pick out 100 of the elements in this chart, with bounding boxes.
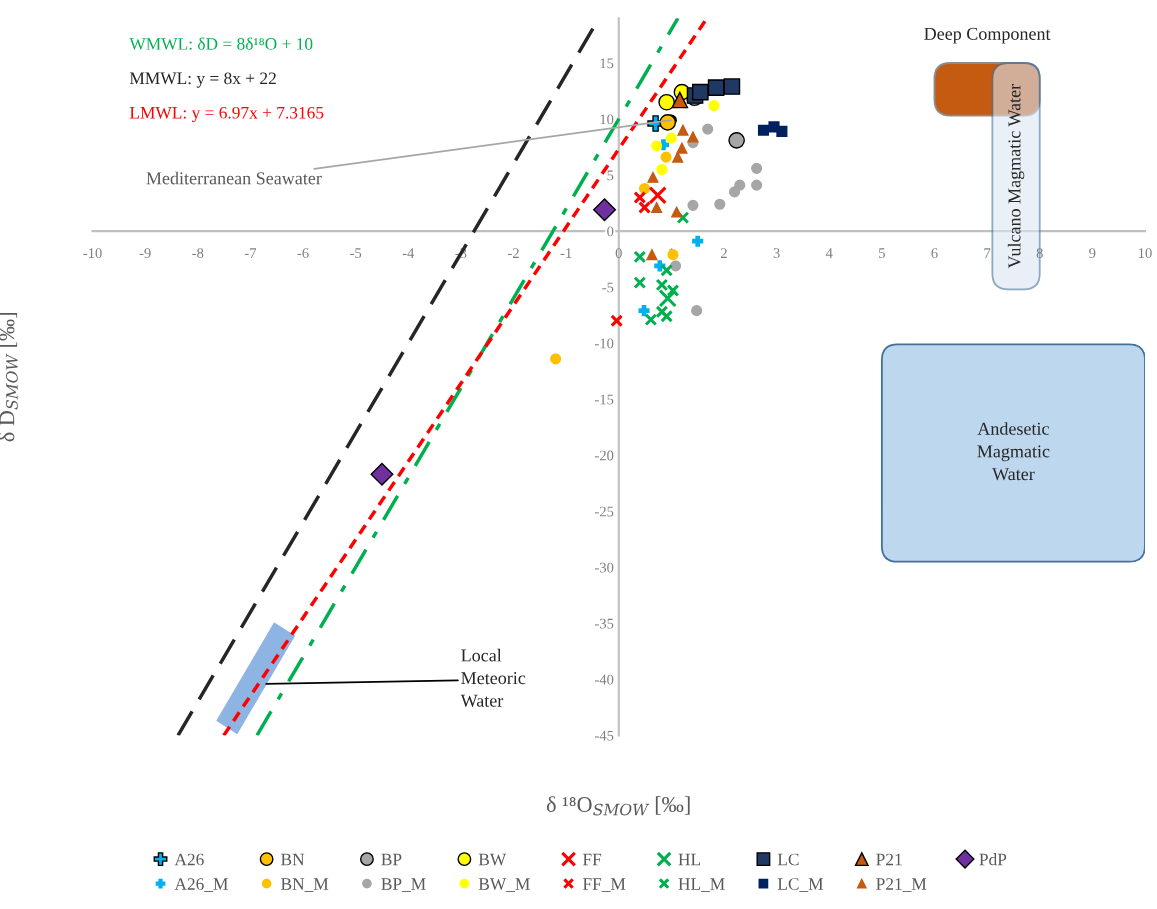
legend-label: HL_M	[678, 878, 725, 892]
point	[707, 79, 725, 96]
y-tick-label: -10	[595, 338, 614, 349]
legend-label: P21_M	[876, 878, 927, 892]
legend-label: PdP	[979, 853, 1007, 866]
x-tick-label: -10	[83, 248, 102, 259]
point	[691, 83, 709, 101]
x-tick-label: 6	[931, 248, 938, 259]
point	[702, 123, 714, 135]
point	[593, 198, 617, 222]
point	[610, 314, 624, 328]
text: MMWL: y = 8x + 22	[129, 72, 276, 88]
y-tick-label: 5	[607, 170, 614, 181]
point	[633, 250, 647, 264]
point	[666, 284, 680, 297]
x-tick-label: 4	[825, 248, 833, 258]
point	[644, 313, 658, 327]
point	[655, 278, 669, 292]
legend-label: BP_M	[381, 878, 426, 892]
annotation: Local Meteoric Water	[460, 648, 526, 707]
x-tick-label: -4	[402, 248, 415, 258]
annotation: Vulcano Magmatic Water	[1007, 84, 1025, 269]
y-tick-label: 0	[607, 226, 614, 237]
point	[665, 132, 677, 144]
x-tick-label: -1	[560, 248, 572, 258]
annotation: Deep Component	[924, 27, 1051, 44]
x-tick-label: 10	[1138, 248, 1152, 259]
point	[655, 305, 669, 319]
legend-label: BN_M	[281, 878, 329, 892]
x-tick-label: 0	[615, 248, 622, 259]
point	[550, 353, 562, 365]
y-tick-label: -20	[595, 450, 614, 461]
point	[671, 91, 689, 109]
x-tick-label: 7	[984, 248, 991, 258]
point	[660, 309, 674, 323]
y-tick-label: 15	[600, 58, 614, 69]
point	[692, 235, 704, 247]
x-tick-label: -2	[507, 248, 519, 258]
x-axis-title: δ ¹⁸O$_{SMOW}$ [‰]	[546, 796, 690, 816]
y-tick-label: -30	[595, 562, 614, 573]
y-tick-label: 10	[600, 114, 614, 125]
point	[651, 140, 663, 152]
point	[667, 249, 679, 261]
legend-label: LC	[777, 853, 799, 866]
point	[656, 163, 668, 176]
annotation: Mediterranean Seawater	[146, 171, 322, 185]
point	[670, 260, 682, 272]
point	[672, 151, 684, 163]
y-tick-label: -45	[595, 730, 614, 741]
text: WMWL: δD = 8δ¹⁸O + 10	[129, 37, 313, 50]
x-tick-label: -9	[139, 248, 151, 259]
x-tick-label: 9	[1089, 248, 1096, 259]
point	[723, 78, 741, 95]
x-tick-label: -8	[192, 248, 204, 259]
point	[714, 198, 726, 210]
annotation: Andesetic Magmatic Water	[977, 422, 1050, 481]
point	[660, 263, 674, 277]
point	[687, 199, 699, 211]
point	[757, 124, 770, 136]
point	[658, 93, 675, 111]
x-tick-label: -7	[244, 248, 257, 258]
y-tick-label: -5	[602, 282, 614, 293]
point	[638, 182, 651, 195]
legend-label: A26	[174, 853, 204, 866]
point	[728, 186, 741, 198]
y-tick-label: -15	[595, 394, 614, 405]
point	[751, 179, 763, 191]
legend-label: BP	[381, 853, 402, 866]
legend-label: FF_M	[582, 878, 626, 892]
point	[691, 305, 703, 317]
legend-label: P21	[876, 853, 902, 866]
legend-label: BW_M	[478, 878, 530, 892]
legend-label: BW	[478, 853, 507, 866]
point	[671, 206, 683, 218]
x-tick-label: -5	[350, 248, 362, 259]
y-tick-label: -35	[595, 618, 614, 629]
y-tick-label: -25	[595, 506, 614, 517]
point	[638, 201, 651, 214]
point	[633, 191, 647, 204]
point	[633, 276, 647, 290]
x-tick-label: 3	[773, 248, 780, 259]
point	[677, 124, 689, 136]
legend-label: FF	[582, 853, 602, 866]
x-tick-label: 2	[721, 248, 727, 258]
x-tick-label: -6	[297, 248, 309, 259]
point	[651, 202, 663, 214]
point	[728, 131, 745, 149]
legend-label: HL	[678, 853, 701, 866]
point	[676, 142, 688, 154]
point	[647, 171, 659, 183]
point	[638, 305, 650, 317]
x-tick-label: 5	[879, 248, 885, 259]
point	[370, 462, 394, 486]
point	[776, 125, 788, 137]
point	[676, 211, 690, 225]
legend-label: A26_M	[174, 878, 228, 892]
legend-label: BN	[281, 853, 305, 866]
text: LMWL: y = 6.97x + 7.3165	[129, 106, 324, 123]
point	[751, 162, 763, 174]
point	[687, 131, 699, 143]
